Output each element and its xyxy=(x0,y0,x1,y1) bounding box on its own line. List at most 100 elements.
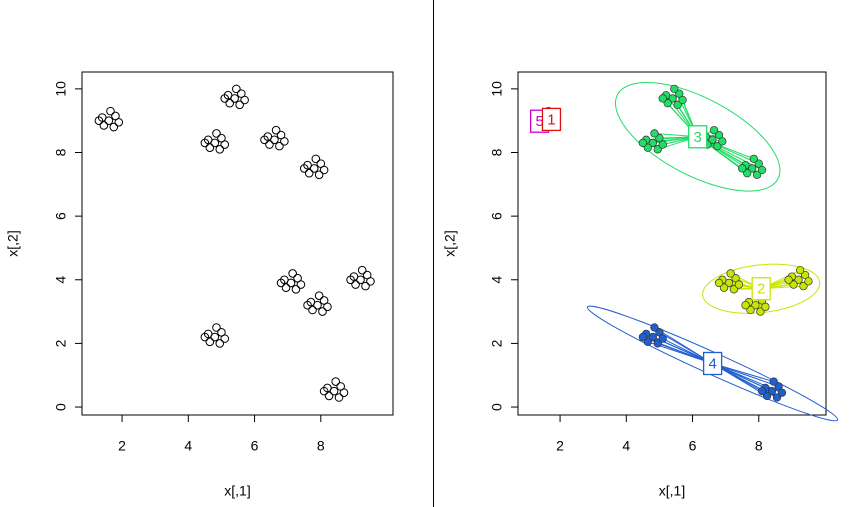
x-tick-label: 4 xyxy=(622,438,630,454)
cluster-label-box xyxy=(751,277,771,301)
point xyxy=(265,140,274,149)
point xyxy=(655,134,664,143)
y-tick-label: 8 xyxy=(53,148,69,156)
point xyxy=(304,168,314,178)
point xyxy=(648,138,657,148)
point xyxy=(260,135,269,145)
point xyxy=(714,130,724,140)
cluster-label: 2 xyxy=(757,281,765,298)
x-tick-label: 8 xyxy=(755,438,763,454)
point xyxy=(673,100,682,109)
point xyxy=(215,339,225,348)
point xyxy=(714,278,724,288)
point xyxy=(709,126,719,135)
x-tick-label: 6 xyxy=(251,438,259,454)
point xyxy=(743,169,752,178)
point xyxy=(762,391,772,401)
point xyxy=(794,275,803,284)
point xyxy=(220,140,230,149)
y-tick-label: 10 xyxy=(53,81,69,97)
point xyxy=(318,307,327,316)
x-axis-label: x[,1] xyxy=(224,483,250,499)
cluster-ellipse xyxy=(614,81,781,192)
x-tick-label: 2 xyxy=(556,438,564,454)
point xyxy=(746,305,755,315)
point xyxy=(212,129,221,138)
plot-box xyxy=(517,71,827,416)
point xyxy=(670,84,679,94)
point xyxy=(769,377,778,386)
point xyxy=(366,277,375,286)
x-axis-label: x[,1] xyxy=(659,483,685,499)
point xyxy=(648,332,657,342)
y-tick-label: 10 xyxy=(489,81,505,97)
point xyxy=(351,280,360,289)
point xyxy=(357,265,367,275)
point xyxy=(719,283,729,292)
point xyxy=(729,285,739,294)
point xyxy=(650,129,659,138)
point xyxy=(314,170,324,180)
point xyxy=(323,302,332,312)
point xyxy=(94,116,104,125)
point xyxy=(653,339,662,348)
point xyxy=(658,140,667,149)
point xyxy=(220,94,230,103)
point xyxy=(638,138,648,148)
point xyxy=(784,275,793,284)
cluster-label-box xyxy=(688,125,708,149)
y-tick-label: 2 xyxy=(489,339,505,347)
y-axis-label: x[,2] xyxy=(5,230,21,256)
point xyxy=(308,305,317,315)
point xyxy=(658,94,667,103)
point xyxy=(734,280,744,289)
x-tick-label: 8 xyxy=(317,438,325,454)
cluster-label: 3 xyxy=(694,129,702,146)
point xyxy=(281,283,291,293)
point xyxy=(777,388,787,397)
x-tick-label: 6 xyxy=(689,438,697,454)
point xyxy=(319,386,329,396)
y-tick-label: 2 xyxy=(53,339,69,347)
plot-box xyxy=(81,71,394,416)
point xyxy=(675,89,684,98)
y-axis-label: x[,2] xyxy=(442,230,458,256)
point xyxy=(324,391,334,401)
point xyxy=(291,285,301,294)
point xyxy=(205,337,215,347)
point xyxy=(205,143,215,153)
cluster-label-box xyxy=(702,351,723,376)
point xyxy=(804,277,813,286)
cluster-label: 5 xyxy=(535,113,543,130)
point xyxy=(235,100,244,110)
point xyxy=(754,159,763,168)
point xyxy=(789,280,798,289)
spider-line xyxy=(645,333,713,364)
point xyxy=(668,94,677,103)
point xyxy=(752,170,762,179)
point xyxy=(319,165,329,175)
point xyxy=(751,301,760,310)
y-tick-label: 0 xyxy=(489,403,505,411)
point xyxy=(757,386,767,396)
point xyxy=(799,281,808,291)
spider-line xyxy=(712,363,779,387)
point xyxy=(303,300,312,310)
cluster-label-box xyxy=(541,107,562,132)
point xyxy=(800,270,810,280)
point xyxy=(724,278,734,288)
point xyxy=(346,275,355,285)
cluster-label: 4 xyxy=(708,355,716,372)
point xyxy=(638,332,648,342)
point xyxy=(756,307,765,316)
point xyxy=(276,278,286,288)
spider-line xyxy=(654,327,713,364)
cluster-labels: 5 1 3 2 4 xyxy=(529,107,771,376)
cluster-label: 1 xyxy=(547,111,555,128)
point xyxy=(708,135,717,144)
point xyxy=(339,388,349,398)
point xyxy=(738,164,747,173)
point xyxy=(275,141,284,151)
point xyxy=(299,164,309,173)
